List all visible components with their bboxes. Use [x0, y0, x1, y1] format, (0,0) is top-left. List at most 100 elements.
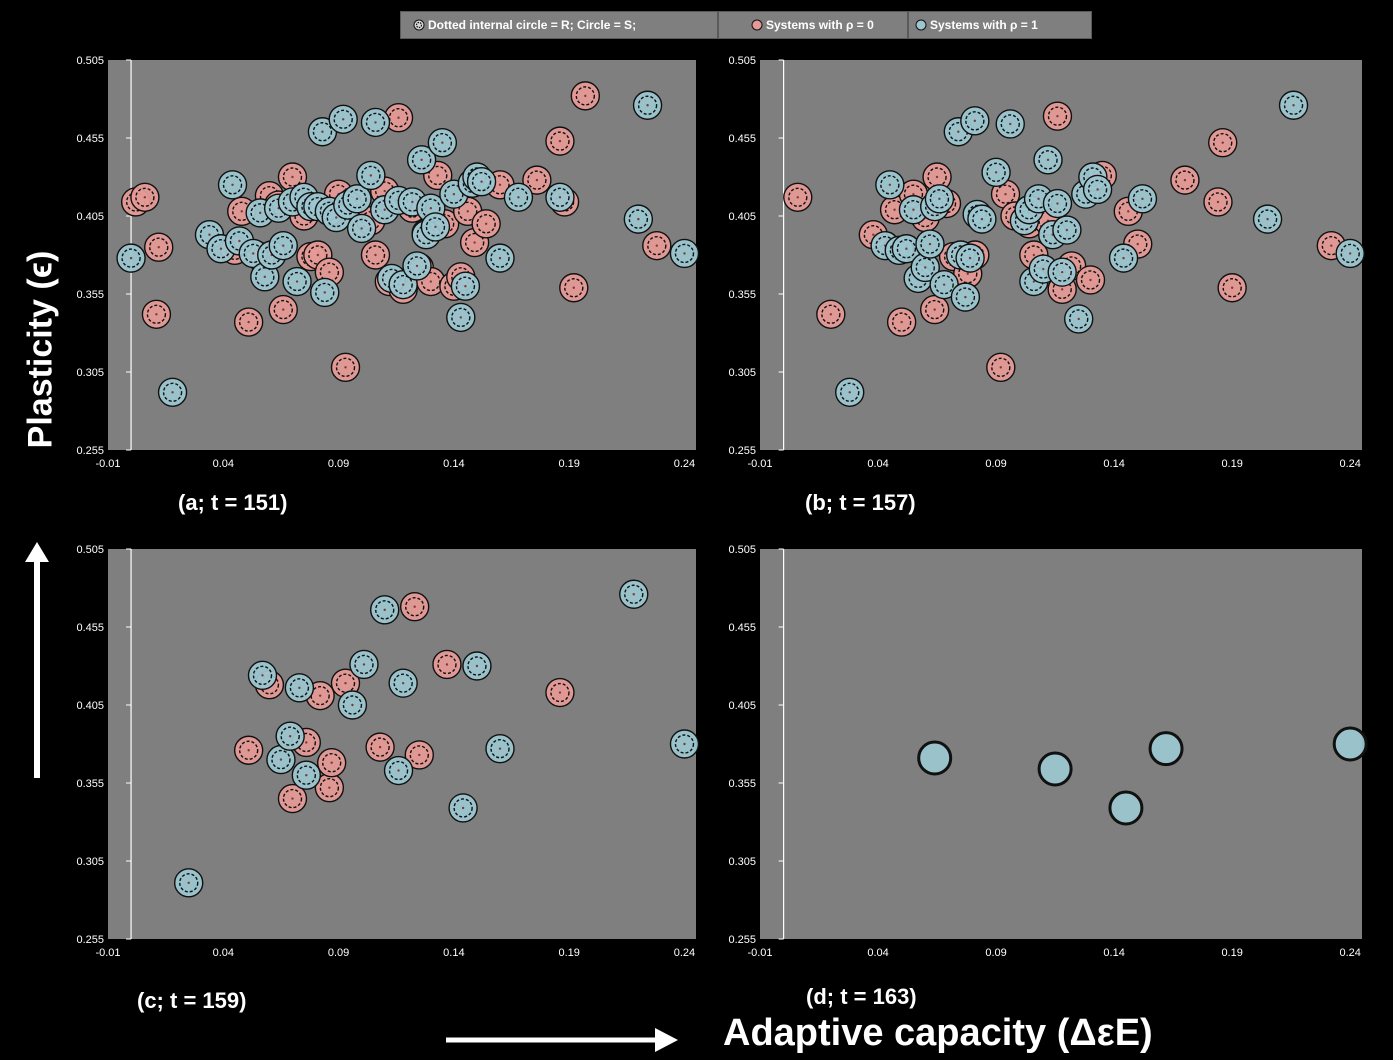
point-rho1-b	[1127, 184, 1158, 214]
point-rho1-a	[503, 182, 534, 212]
point-center-dot	[397, 116, 400, 119]
point-inner-dotted-circle	[1000, 114, 1020, 134]
point-center-dot	[305, 741, 308, 744]
point-center-dot	[872, 233, 875, 236]
point-inner-dotted-circle	[464, 232, 485, 253]
y-tick-label-d: 0.355	[728, 778, 756, 790]
point-center-dot	[316, 253, 320, 257]
point-inner-dotted-circle	[490, 738, 510, 759]
y-tick-label-b: 0.505	[728, 55, 756, 67]
point-rho1-a	[116, 243, 146, 273]
point-inner-dotted-circle	[421, 198, 441, 218]
point-rho0-a	[144, 232, 174, 262]
point-rho1-c	[275, 721, 305, 751]
point-rho1-c	[284, 673, 315, 703]
point-center-dot	[208, 233, 211, 236]
point-rho0-a	[233, 307, 264, 337]
point-center-dot	[157, 246, 160, 249]
point-rho1-d	[917, 740, 953, 776]
point-center-dot	[933, 308, 936, 311]
point-rho0-c	[277, 783, 308, 814]
blue-circle-icon	[915, 19, 927, 31]
point-inner-dotted-circle	[915, 257, 935, 278]
point-inner-dotted-circle	[1283, 95, 1304, 115]
point-inner-dotted-circle	[393, 673, 413, 693]
point-inner-dotted-circle	[342, 695, 363, 715]
point-rho1-a	[360, 107, 391, 138]
point-inner-dotted-circle	[421, 271, 441, 292]
point-inner-dotted-circle	[1057, 220, 1077, 240]
point-inner-dotted-circle	[674, 734, 695, 754]
point-center-dot	[848, 391, 851, 394]
x-tick-label-c: 0.14	[443, 947, 464, 959]
point-rho0-c	[365, 732, 395, 762]
y-tick-label-b: 0.355	[728, 289, 756, 301]
point-center-dot	[240, 210, 243, 213]
point-rho1-b	[967, 204, 997, 234]
point-center-dot	[1056, 202, 1059, 205]
point-center-dot	[342, 118, 345, 121]
panel-d-label: (d; t = 163)	[806, 984, 917, 1009]
point-center-dot	[282, 244, 285, 247]
point-rho0-c	[432, 649, 462, 680]
point-inner-dotted-circle	[1069, 309, 1089, 329]
point-inner-dotted-circle	[238, 740, 259, 760]
point-inner-dotted-circle	[393, 274, 413, 295]
x-tick-label-b: -0.01	[747, 458, 772, 470]
point-rho1-c	[266, 744, 296, 775]
point-rho1-a	[545, 182, 575, 212]
point-center-dot	[129, 256, 133, 260]
point-rho1-b	[924, 184, 955, 214]
point-rho1-c	[383, 755, 414, 786]
legend-item-rho1: Systems with ρ = 1	[908, 11, 1092, 39]
point-rho1-a	[420, 212, 451, 242]
point-inner-dotted-circle	[282, 788, 303, 809]
point-inner-dotted-circle	[282, 167, 303, 187]
point-center-dot	[466, 210, 469, 213]
point-inner-dotted-circle	[455, 276, 476, 296]
point-center-dot	[517, 196, 520, 199]
point-rho0-b	[1208, 127, 1238, 158]
point-center-dot	[335, 216, 338, 219]
point-center-dot	[1060, 270, 1064, 274]
point-rho1-b	[995, 109, 1025, 139]
y-axis-label-wrap: Plasticity (ϵ)	[6, 180, 66, 780]
point-inner-dotted-circle	[624, 584, 644, 604]
point-rho0-a	[141, 299, 172, 329]
y-tick-label-d: 0.505	[728, 544, 756, 556]
point-inner-dotted-circle	[335, 673, 356, 693]
point-inner-dotted-circle	[929, 189, 950, 209]
point-inner-dotted-circle	[121, 248, 141, 268]
point-rho1-c	[619, 579, 649, 609]
x-tick-label-a: 0.24	[674, 458, 695, 470]
point-center-dot	[344, 681, 347, 685]
point-inner-dotted-circle	[388, 760, 409, 781]
y-tick-label-c: 0.405	[76, 700, 104, 712]
point-inner-dotted-circle	[1222, 278, 1242, 298]
point-center-dot	[231, 183, 234, 186]
point-rho0-b	[886, 307, 917, 337]
point-inner-dotted-circle	[637, 95, 658, 115]
point-center-dot	[1065, 228, 1069, 232]
point-inner-dotted-circle	[351, 218, 372, 239]
point-inner-dotted-circle	[986, 162, 1006, 183]
point-rho1-a	[307, 117, 338, 147]
point-rho1-a	[623, 204, 654, 234]
point-rho0-c	[316, 748, 347, 778]
point-inner-dotted-circle	[490, 175, 510, 195]
point-inner-dotted-circle	[471, 171, 492, 192]
point-center-dot	[436, 174, 439, 177]
point-center-dot	[261, 674, 264, 677]
x-tick-label-c: 0.09	[328, 947, 349, 959]
point-inner-dotted-circle	[179, 873, 199, 893]
point-inner-dotted-circle	[333, 109, 353, 129]
y-tick-label-c: 0.455	[76, 622, 104, 634]
point-center-dot	[415, 264, 419, 268]
point-inner-dotted-circle	[321, 753, 342, 773]
point-rho1-c	[462, 651, 492, 681]
point-rho1-b	[929, 269, 959, 300]
point-inner-dotted-circle	[296, 765, 317, 785]
point-inner-dotted-circle	[880, 175, 900, 195]
y-arrow-head	[25, 542, 49, 562]
